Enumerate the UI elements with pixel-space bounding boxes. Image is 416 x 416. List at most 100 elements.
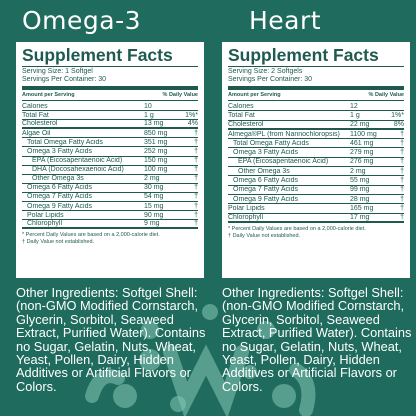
nutrient-row: Omega 7 Fatty Acids 54 mg †	[22, 193, 198, 203]
nutrient-daily-value: 1%*	[391, 111, 404, 119]
nutrient-daily-value: †	[400, 177, 404, 185]
nutrient-amount: 22 mg	[350, 120, 370, 128]
nutrient-amount: 9 mg	[144, 220, 160, 228]
nutrient-daily-value: †	[194, 157, 198, 165]
daily-value-header: % Daily Value	[162, 92, 198, 98]
nutrient-row: Total Fat 1 g 1%*	[22, 111, 198, 121]
supplement-facts-heading: Supplement Facts	[22, 45, 173, 65]
nutrient-name: Chlorophyll	[228, 213, 264, 221]
nutrient-name: Algae Oil	[22, 129, 51, 137]
nutrient-name: Calories	[228, 102, 254, 110]
nutrient-amount: 351 mg	[144, 138, 168, 146]
nutrient-name: EPA (Eicosapentaenoic Acid)	[238, 158, 329, 166]
servings-per-container: Servings Per Container: 30	[228, 76, 313, 83]
nutrient-daily-value: †	[194, 175, 198, 183]
nutrient-row: Total Omega Fatty Acids 351 mg †	[22, 138, 198, 148]
nutrient-daily-value: †	[194, 138, 198, 146]
nutrient-name: Omega 6 Fatty Acids	[233, 177, 298, 185]
divider-thick	[228, 86, 404, 90]
nutrient-name: Omega 7 Fatty Acids	[233, 186, 298, 194]
nutrient-name: Omega 9 Fatty Acids	[27, 202, 92, 210]
nutrient-row: Omega 9 Fatty Acids 28 mg †	[228, 195, 404, 205]
divider	[22, 66, 198, 67]
nutrient-row: Omega 3 Fatty Acids 279 mg †	[228, 148, 404, 158]
nutrient-amount: 28 mg	[350, 195, 370, 203]
nutrient-daily-value: †	[194, 193, 198, 201]
nutrient-amount: 1 g	[350, 111, 360, 119]
nutrient-row: Chlorophyll 9 mg †	[22, 220, 198, 230]
nutrient-name: Omega 9 Fatty Acids	[233, 195, 298, 203]
nutrient-row: Polar Lipids 165 mg †	[228, 204, 404, 214]
supplement-facts-panel-heart: Supplement Facts Serving Size: 2 Softgel…	[222, 42, 410, 278]
nutrient-name: Polar Lipids	[228, 204, 265, 212]
nutrient-amount: 1 g	[144, 111, 154, 119]
product-title-heart: Heart	[249, 6, 322, 35]
table-header: Amount per Serving % Daily Value	[22, 92, 198, 99]
nutrient-name: EPA (Eicosapentaenoic Acid)	[32, 157, 123, 165]
divider	[22, 100, 198, 101]
other-ingredients-omega3: Other Ingredients: Softgel Shell: (non-G…	[16, 285, 206, 394]
divider	[228, 66, 404, 67]
nutrient-row: Omega 6 Fatty Acids 30 mg †	[22, 184, 198, 193]
nutrient-table: Calories 10 Total Fat 1 g 1%* Cholesterol 13 m…	[22, 102, 198, 230]
footnote-percent: * Percent Daily Values are based on a 2,…	[228, 225, 366, 232]
supplement-facts-heading: Supplement Facts	[228, 45, 379, 65]
divider	[228, 100, 404, 101]
nutrient-daily-value: †	[194, 202, 198, 210]
footnote-percent: * Percent Daily Values are based on a 2,…	[22, 232, 160, 239]
nutrient-amount: 2 mg	[144, 175, 160, 183]
nutrient-name: Calories	[22, 102, 48, 110]
serving-size: Serving Size: 1 Softgel	[22, 68, 93, 75]
nutrient-amount: 90 mg	[144, 211, 164, 219]
nutrient-name: Omega 3 Fatty Acids	[27, 148, 92, 156]
nutrient-name: Other Omega 3s	[238, 167, 290, 175]
nutrient-amount: 279 mg	[350, 149, 374, 157]
product-title-omega3: Omega-3	[22, 6, 142, 35]
other-ingredients-heart: Other Ingredients: Softgel Shell: (non-G…	[222, 285, 412, 394]
nutrient-amount: 12	[350, 102, 358, 110]
nutrient-name: Polar Lipids	[27, 211, 64, 219]
nutrient-name: Cholesterol	[22, 120, 58, 128]
nutrient-row: Calories 10	[22, 102, 198, 112]
nutrient-amount: 13 mg	[144, 120, 164, 128]
nutrient-row: Algae Oil 850 mg †	[22, 129, 198, 139]
nutrient-daily-value: †	[400, 213, 404, 221]
amount-per-serving-header: Amount per Serving	[228, 92, 281, 98]
table-header: Amount per Serving % Daily Value	[228, 92, 404, 99]
nutrient-daily-value: †	[194, 148, 198, 156]
nutrient-name: DHA (Docosahexaenoic Acid)	[32, 166, 124, 174]
supplement-facts-panel-omega3: Supplement Facts Serving Size: 1 Softgel…	[16, 42, 204, 278]
nutrient-row: Other Omega 3s 2 mg †	[22, 175, 198, 184]
nutrient-row: Omega 3 Fatty Acids 252 mg †	[22, 147, 198, 157]
nutrient-row: Cholesterol 13 mg 4%	[22, 120, 198, 130]
nutrient-amount: 15 mg	[144, 202, 164, 210]
nutrient-amount: 276 mg	[350, 158, 374, 166]
divider-thick	[22, 86, 198, 90]
nutrient-daily-value: †	[400, 130, 404, 138]
nutrient-table: Calories 12 Total Fat 1 g 1%* Cholesterol 22 m…	[228, 102, 404, 223]
nutrient-amount: 252 mg	[144, 148, 168, 156]
servings-per-container: Servings Per Container: 30	[22, 76, 107, 83]
nutrient-row: Total Omega Fatty Acids 461 mg †	[228, 139, 404, 149]
nutrient-name: Total Fat	[228, 111, 255, 119]
nutrient-amount: 30 mg	[144, 184, 164, 192]
nutrient-daily-value: †	[194, 220, 198, 228]
nutrient-row: Omega 6 Fatty Acids 55 mg †	[228, 176, 404, 186]
nutrient-daily-value: 8%	[393, 120, 404, 128]
nutrient-name: Other Omega 3s	[32, 175, 84, 183]
nutrient-amount: 10	[144, 102, 152, 110]
nutrient-daily-value: †	[400, 167, 404, 175]
nutrient-name: Almega®PL (from Nannochloropsis)	[228, 130, 340, 138]
amount-per-serving-header: Amount per Serving	[22, 92, 75, 98]
nutrient-row: EPA (Eicosapentaenoic Acid) 276 mg †	[228, 158, 404, 168]
nutrient-name: Cholesterol	[228, 120, 264, 128]
nutrient-daily-value: †	[400, 158, 404, 166]
nutrient-daily-value: †	[400, 204, 404, 212]
nutrient-amount: 100 mg	[144, 166, 168, 174]
nutrient-amount: 461 mg	[350, 139, 374, 147]
serving-size: Serving Size: 2 Softgels	[228, 68, 303, 75]
nutrient-daily-value: †	[400, 139, 404, 147]
nutrient-daily-value: †	[194, 184, 198, 192]
nutrient-name: Chlorophyll	[27, 220, 63, 228]
footnote-dagger: † Daily Value not established.	[22, 239, 95, 246]
